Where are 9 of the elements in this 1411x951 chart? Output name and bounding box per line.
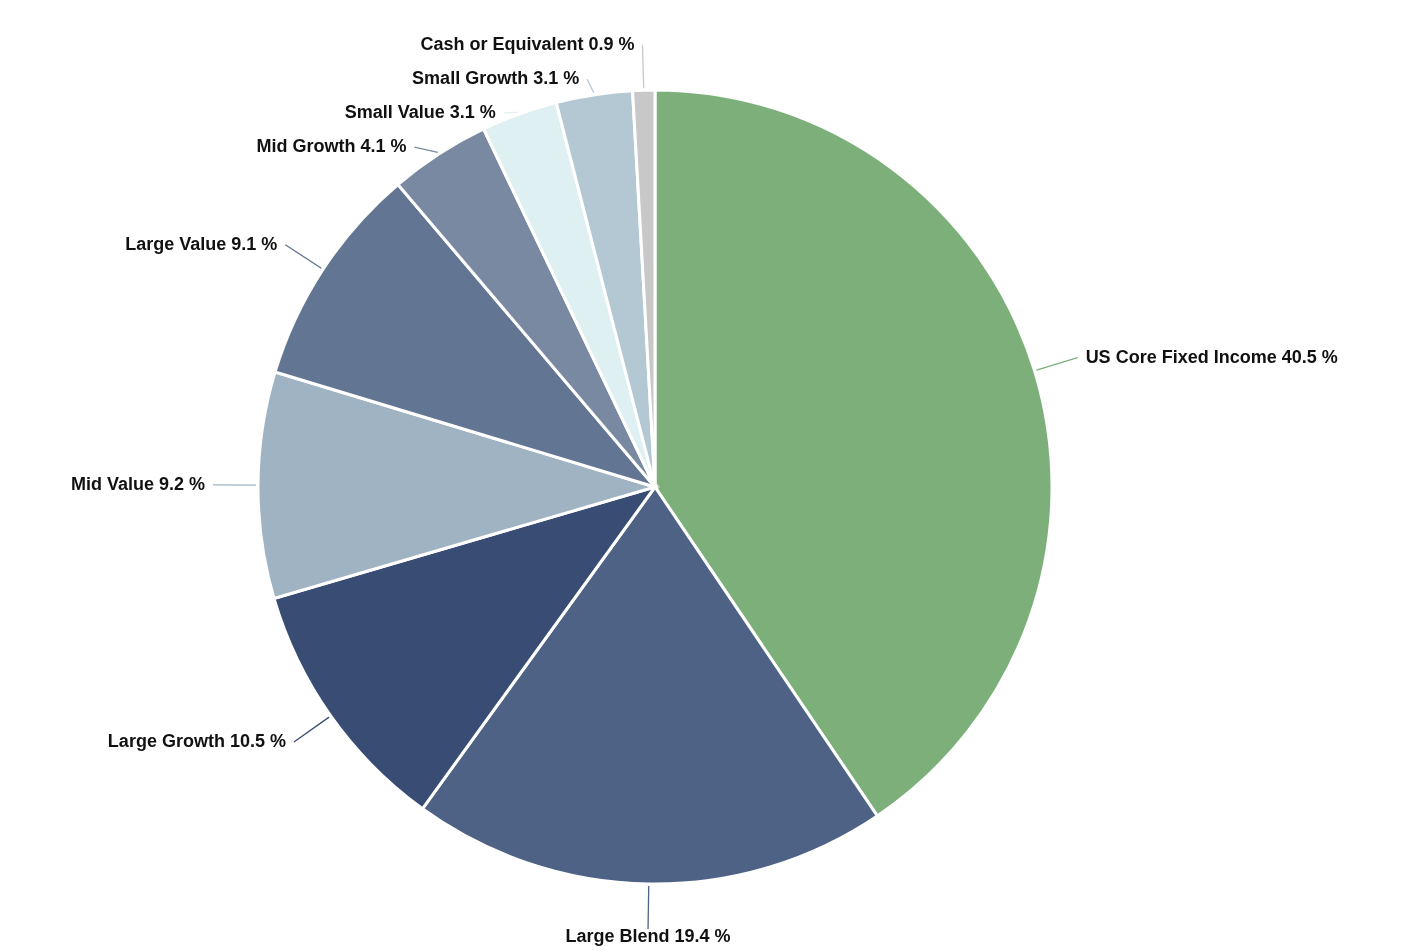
slice-label: Cash or Equivalent 0.9 % (420, 34, 635, 55)
slice-label: Large Blend 19.4 % (565, 925, 731, 946)
slice-label: Mid Growth 4.1 % (256, 136, 407, 157)
slice-label: Small Value 3.1 % (344, 102, 496, 123)
slice-label: US Core Fixed Income 40.5 % (1085, 346, 1338, 367)
slice-label: Large Growth 10.5 % (107, 730, 286, 751)
slice-label: Mid Value 9.2 % (70, 473, 205, 494)
slice-label: Large Value 9.1 % (125, 233, 278, 254)
slice-label: Small Growth 3.1 % (412, 68, 580, 89)
